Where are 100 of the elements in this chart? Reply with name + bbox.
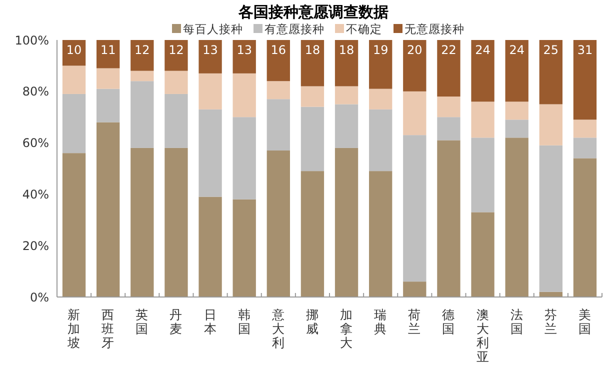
bar: [539, 40, 562, 104]
bar: [334, 40, 358, 86]
bar: [403, 282, 426, 297]
bar: [369, 171, 392, 297]
bar: [403, 40, 426, 92]
data-label: 19: [372, 43, 388, 57]
data-label: 11: [100, 43, 116, 57]
bar: [505, 40, 528, 102]
bar: [62, 94, 86, 154]
x-tick-label: 加拿大: [340, 307, 354, 350]
bar: [573, 120, 597, 138]
x-tick-label: 美国: [578, 307, 592, 336]
x-tick-label: 瑞典: [374, 307, 388, 336]
x-tick-label: 西班牙: [102, 307, 115, 350]
data-label: 24: [509, 43, 524, 57]
x-tick-label: 澳大利亚: [476, 307, 490, 364]
bar: [369, 88, 392, 110]
bar: [198, 196, 222, 297]
x-tick-label: 韩国: [238, 307, 251, 336]
x-tick-label: 挪威: [306, 307, 319, 336]
bar: [471, 102, 494, 138]
bar: [437, 140, 460, 297]
legend-label: 有意愿接种: [264, 22, 324, 36]
bar: [130, 70, 154, 82]
bar: [403, 135, 426, 282]
data-label: 13: [202, 43, 218, 57]
bar: [266, 40, 290, 82]
bar: [573, 40, 597, 120]
y-tick-label: 0%: [30, 290, 49, 304]
bar: [505, 120, 528, 138]
bar: [573, 158, 597, 297]
bar: [96, 40, 120, 68]
bar: [130, 40, 154, 71]
bar: [130, 81, 154, 148]
bar: [232, 117, 256, 200]
bar: [334, 148, 358, 297]
bar: [96, 122, 120, 297]
data-label: 12: [168, 43, 184, 57]
bar: [96, 68, 120, 89]
bar: [62, 66, 86, 94]
data-label: 31: [577, 43, 593, 57]
x-tick-label: 日本: [204, 307, 217, 336]
legend-label: 每百人接种: [183, 22, 243, 36]
data-label: 22: [441, 43, 456, 57]
x-tick-label: 英国: [136, 307, 149, 336]
data-label: 10: [66, 43, 82, 57]
bar: [403, 91, 426, 136]
data-label: 13: [236, 43, 252, 57]
bar: [471, 40, 494, 102]
x-tick-label: 法国: [510, 307, 524, 336]
bar: [437, 117, 460, 140]
x-tick-label: 芬兰: [544, 307, 558, 336]
x-tick-label: 新加坡: [66, 307, 81, 350]
x-tick-label: 丹麦: [170, 307, 183, 336]
bar: [300, 106, 324, 172]
data-label: 18: [338, 43, 354, 57]
bar: [198, 109, 222, 197]
y-tick-label: 100%: [14, 33, 49, 48]
chart-title: 各国接种意愿调查数据: [238, 3, 388, 21]
y-tick-label: 60%: [22, 136, 49, 150]
bar: [266, 81, 290, 100]
bar: [164, 94, 188, 148]
y-tick-label: 80%: [22, 84, 49, 99]
bar: [96, 88, 120, 122]
bar: [369, 109, 392, 172]
bar: [164, 70, 188, 94]
bar: [266, 150, 290, 297]
bar: [164, 40, 188, 71]
bar: [505, 102, 528, 120]
bar: [369, 40, 392, 89]
bar: [539, 104, 562, 146]
data-label: 25: [543, 43, 559, 57]
bar: [232, 73, 256, 118]
data-label: 16: [270, 43, 286, 57]
x-tick-label: 德国: [442, 307, 456, 336]
bar: [266, 99, 290, 151]
y-tick-label: 20%: [22, 238, 49, 253]
x-tick-label: 荷兰: [408, 307, 422, 336]
bar: [198, 73, 222, 110]
bar: [62, 153, 86, 297]
bar: [300, 40, 324, 86]
x-tick-label: 意大利: [270, 307, 285, 350]
data-label: 18: [304, 43, 320, 57]
legend-label: 不确定: [346, 22, 382, 36]
bar: [505, 138, 528, 297]
bar: [164, 148, 188, 297]
bar: [334, 86, 358, 104]
bar: [573, 138, 597, 158]
bar: [198, 40, 222, 74]
data-label: 20: [407, 43, 422, 57]
bar: [334, 104, 358, 148]
bar: [471, 138, 494, 212]
bar: [437, 40, 460, 97]
bar: [471, 212, 494, 297]
y-tick-label: 40%: [22, 188, 49, 202]
bar: [539, 145, 562, 292]
bar: [437, 96, 460, 118]
data-label: 24: [475, 43, 490, 57]
bar: [130, 148, 154, 297]
data-label: 12: [134, 43, 150, 57]
